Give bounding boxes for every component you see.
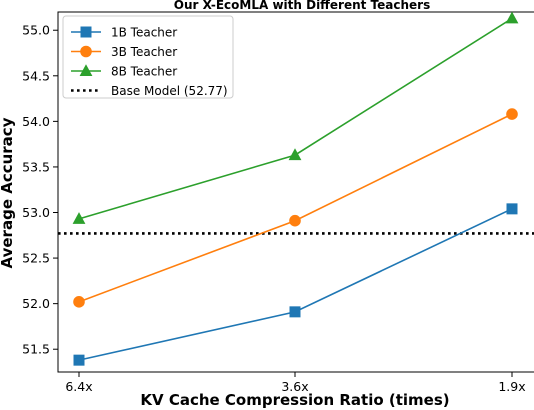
y-axis: 51.5 52.0 52.5 53.0 53.5 54.0 54.5 55.0 <box>22 23 58 357</box>
legend-box <box>62 15 234 99</box>
x-axis: 6.4x 3.6x 1.9x <box>65 372 526 394</box>
legend-entry: 1B Teacher <box>71 26 177 40</box>
plot-area <box>57 11 534 373</box>
legend-label: 1B Teacher <box>111 26 177 40</box>
data-point <box>506 203 518 215</box>
data-point <box>289 306 301 318</box>
legend-entry: 3B Teacher <box>71 45 177 59</box>
y-tick-label: 54.0 <box>22 114 50 129</box>
data-point <box>73 354 85 366</box>
y-tick-label: 52.0 <box>22 296 50 311</box>
y-tick-label: 52.5 <box>22 251 50 266</box>
x-tick-label: 6.4x <box>65 379 92 394</box>
series-line <box>78 113 513 303</box>
y-tick-label: 55.0 <box>22 23 50 38</box>
legend-label: 3B Teacher <box>111 45 177 59</box>
data-point <box>505 11 519 24</box>
legend-marker <box>79 64 93 76</box>
x-axis-label: KV Cache Compression Ratio (times) <box>140 391 449 409</box>
series-1 <box>73 203 518 366</box>
data-point <box>289 214 301 227</box>
legend-entry: 8B Teacher <box>71 64 177 79</box>
series-layer <box>58 11 534 366</box>
x-tick-label: 1.9x <box>498 379 525 394</box>
data-point <box>73 296 85 308</box>
legend-label: Base Model (52.77) <box>111 84 228 98</box>
plot-frame <box>57 11 534 373</box>
y-tick-label: 54.5 <box>22 68 50 83</box>
legend: 1B Teacher 3B Teacher 8B Teacher Base Model… <box>62 15 234 99</box>
y-tick-label: 53.0 <box>22 205 50 220</box>
x-tick-label: 3.6x <box>281 379 308 394</box>
legend-label: 8B Teacher <box>111 65 177 79</box>
legend-marker <box>80 45 92 58</box>
y-tick-label: 53.5 <box>22 159 50 174</box>
y-axis-label: Average Accuracy <box>0 117 16 268</box>
series-2 <box>73 108 518 308</box>
legend-marker <box>80 26 92 38</box>
data-point <box>506 108 518 120</box>
data-point <box>288 148 302 161</box>
series-line <box>78 208 513 361</box>
chart-title: Our X-EcoMLA with Different Teachers <box>174 0 431 12</box>
y-tick-label: 51.5 <box>22 342 50 357</box>
series-3 <box>72 11 519 224</box>
legend-entry: Base Model (52.77) <box>71 84 228 98</box>
data-point <box>72 212 86 224</box>
